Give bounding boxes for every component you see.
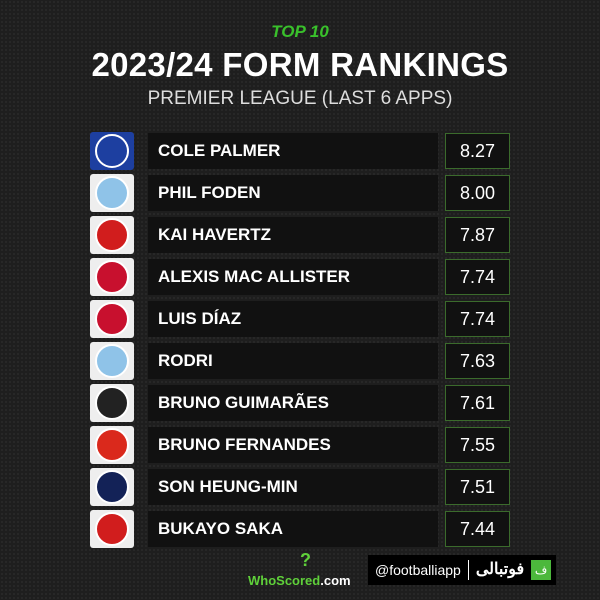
ranking-row: PHIL FODEN 8.00 bbox=[90, 174, 510, 212]
ranking-row: BRUNO FERNANDES 7.55 bbox=[90, 426, 510, 464]
crest-emblem bbox=[95, 428, 129, 462]
social-handle: @footballiapp bbox=[375, 562, 461, 578]
player-name: PHIL FODEN bbox=[148, 175, 438, 211]
crest-emblem bbox=[95, 386, 129, 420]
crest-emblem bbox=[95, 176, 129, 210]
brand-name: فوتبالی bbox=[475, 561, 525, 578]
ranking-row: COLE PALMER 8.27 bbox=[90, 132, 510, 170]
rating-value: 7.74 bbox=[445, 301, 510, 337]
player-name: SON HEUNG-MIN bbox=[148, 469, 438, 505]
ranking-row: ALEXIS MAC ALLISTER 7.74 bbox=[90, 258, 510, 296]
subtitle: PREMIER LEAGUE (LAST 6 APPS) bbox=[147, 88, 453, 109]
club-crest-icon bbox=[90, 468, 134, 506]
ranking-row: RODRI 7.63 bbox=[90, 342, 510, 380]
club-crest-icon bbox=[90, 132, 134, 170]
crest-emblem bbox=[95, 260, 129, 294]
club-crest-icon bbox=[90, 258, 134, 296]
rating-value: 8.00 bbox=[445, 175, 510, 211]
rating-value: 8.27 bbox=[445, 133, 510, 169]
rating-value: 7.44 bbox=[445, 511, 510, 547]
whoscored-domain: .com bbox=[320, 573, 351, 588]
club-crest-icon bbox=[90, 216, 134, 254]
player-name: KAI HAVERTZ bbox=[148, 217, 438, 253]
club-crest-icon bbox=[90, 510, 134, 548]
rating-value: 7.61 bbox=[445, 385, 510, 421]
footballi-badge: @footballiapp فوتبالی ف bbox=[368, 555, 557, 585]
crest-emblem bbox=[95, 218, 129, 252]
player-name: LUIS DÍAZ bbox=[148, 301, 438, 337]
club-crest-icon bbox=[90, 384, 134, 422]
ranking-row: BRUNO GUIMARÃES 7.61 bbox=[90, 384, 510, 422]
kicker: TOP 10 bbox=[271, 22, 329, 41]
player-name: BRUNO FERNANDES bbox=[148, 427, 438, 463]
divider bbox=[467, 560, 469, 580]
player-name: ALEXIS MAC ALLISTER bbox=[148, 259, 438, 295]
crest-emblem bbox=[95, 302, 129, 336]
player-name: COLE PALMER bbox=[148, 133, 438, 169]
rating-value: 7.51 bbox=[445, 469, 510, 505]
ranking-row: BUKAYO SAKA 7.44 bbox=[90, 510, 510, 548]
club-crest-icon bbox=[90, 426, 134, 464]
player-name: BUKAYO SAKA bbox=[148, 511, 438, 547]
crest-emblem bbox=[95, 512, 129, 546]
club-crest-icon bbox=[90, 342, 134, 380]
player-name: RODRI bbox=[148, 343, 438, 379]
crest-emblem bbox=[95, 470, 129, 504]
footballi-logo-icon: ف bbox=[531, 560, 552, 580]
rating-value: 7.87 bbox=[445, 217, 510, 253]
ranking-row: KAI HAVERTZ 7.87 bbox=[90, 216, 510, 254]
ranking-row: SON HEUNG-MIN 7.51 bbox=[90, 468, 510, 506]
club-crest-icon bbox=[90, 300, 134, 338]
club-crest-icon bbox=[90, 174, 134, 212]
whoscored-logo: WhoScored.com bbox=[248, 573, 351, 589]
player-name: BRUNO GUIMARÃES bbox=[148, 385, 438, 421]
page-title: 2023/24 FORM RANKINGS bbox=[91, 46, 509, 83]
whoscored-question-icon: ? bbox=[300, 550, 311, 570]
crest-emblem bbox=[95, 134, 129, 168]
rating-value: 7.63 bbox=[445, 343, 510, 379]
crest-emblem bbox=[95, 344, 129, 378]
ranking-row: LUIS DÍAZ 7.74 bbox=[90, 300, 510, 338]
whoscored-name: WhoScored bbox=[248, 573, 321, 588]
rating-value: 7.74 bbox=[445, 259, 510, 295]
rating-value: 7.55 bbox=[445, 427, 510, 463]
